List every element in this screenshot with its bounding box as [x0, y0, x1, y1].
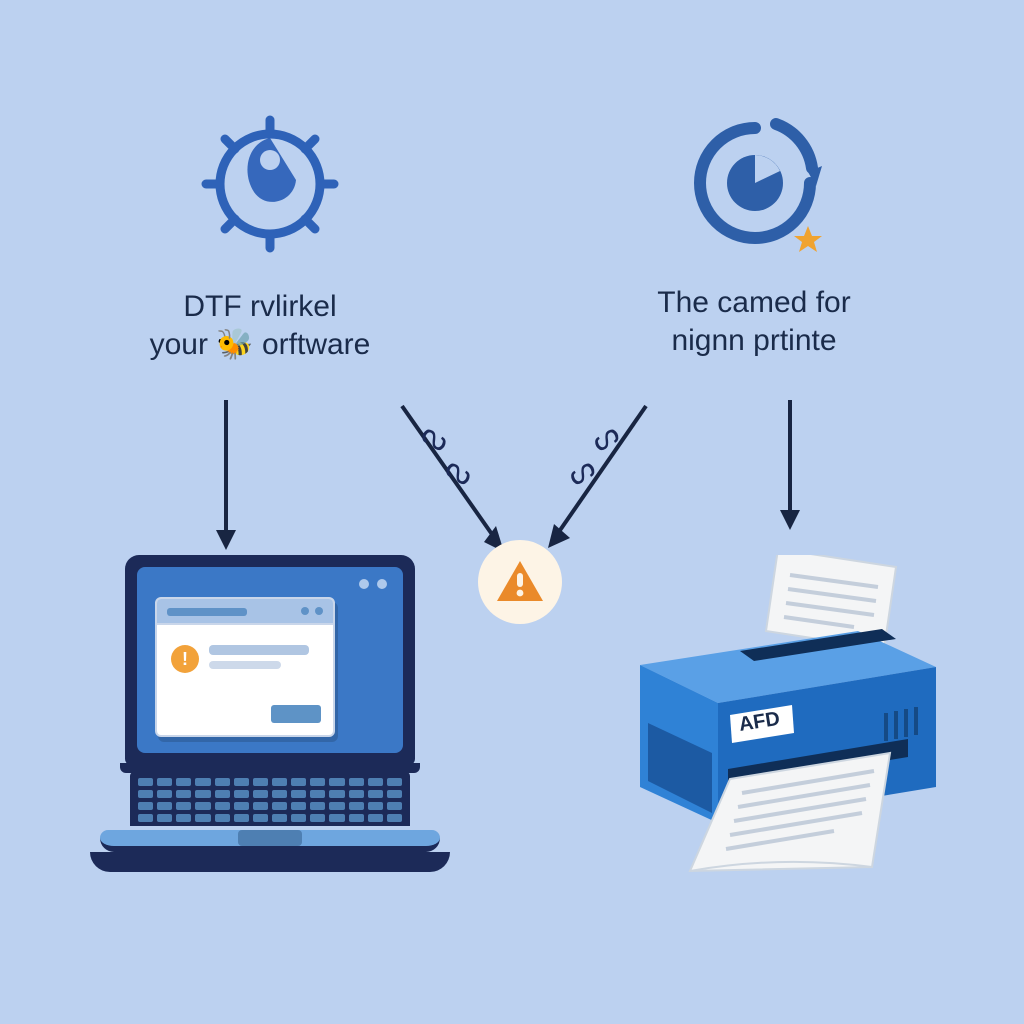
laptop-screen: !: [125, 555, 415, 765]
right-down-arrow: [770, 396, 810, 536]
placeholder-line: [209, 661, 281, 669]
laptop-trackpad: [238, 830, 302, 846]
left-label-line1: DTF rvlirkel: [120, 288, 400, 326]
right-label: The camed for nignn prtinte: [604, 284, 904, 359]
left-label: DTF rvlirkel your 🐝 orftware: [120, 288, 400, 363]
printer-illustration: AFD: [620, 555, 950, 880]
warning-badge: [478, 540, 562, 624]
laptop-base: [100, 830, 440, 852]
dialog-window: !: [155, 597, 335, 737]
laptop-illustration: !: [90, 555, 450, 872]
dialog-titlebar: [157, 599, 333, 625]
left-down-arrow: [206, 396, 246, 556]
left-label-line2: your 🐝 orftware: [120, 326, 400, 364]
wheel-circle-icon: [200, 114, 340, 254]
right-label-line1: The camed for: [604, 284, 904, 322]
laptop-keyboard: [130, 772, 410, 826]
placeholder-line: [209, 645, 309, 655]
right-label-line2: nignn prtinte: [604, 322, 904, 360]
dialog-controls-icon: [301, 607, 323, 615]
dialog-button: [271, 705, 321, 723]
circular-arrow-pie-icon: [680, 108, 830, 258]
warning-icon: !: [171, 645, 199, 673]
window-controls-icon: [359, 579, 387, 589]
